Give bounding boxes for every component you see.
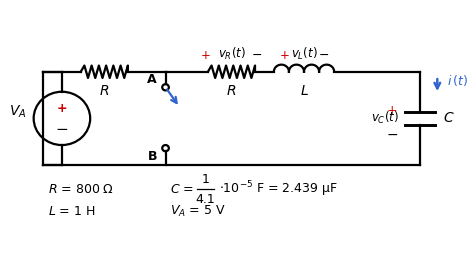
Text: 4.1: 4.1 — [196, 193, 216, 206]
Text: +: + — [279, 49, 289, 62]
Text: $\it{R}$ = 800 Ω: $\it{R}$ = 800 Ω — [48, 183, 114, 196]
Text: B: B — [147, 150, 157, 163]
Text: −: − — [319, 49, 329, 62]
Text: $\it{R}$: $\it{R}$ — [226, 84, 237, 98]
Text: $\it{v}_R\mathit{(t)}$: $\it{v}_R\mathit{(t)}$ — [218, 46, 246, 62]
Text: $\it{v}_L\mathit{(t)}$: $\it{v}_L\mathit{(t)}$ — [291, 46, 318, 62]
Text: A: A — [147, 73, 157, 86]
Text: +: + — [201, 49, 210, 62]
Text: $\it{i}\,\mathit{(t)}$: $\it{i}\,\mathit{(t)}$ — [447, 73, 468, 88]
Text: $\it{V}_A$: $\it{V}_A$ — [9, 104, 27, 120]
Text: $\it{V}_A$ = 5 V: $\it{V}_A$ = 5 V — [170, 204, 226, 219]
Text: 1: 1 — [201, 173, 210, 186]
Text: $\it{R}$: $\it{R}$ — [99, 84, 109, 98]
Text: $\it{C}$: $\it{C}$ — [443, 111, 455, 125]
Text: −: − — [252, 49, 263, 62]
Text: +: + — [56, 102, 67, 115]
Text: +: + — [387, 104, 398, 117]
Text: −: − — [386, 128, 398, 142]
Text: −: − — [55, 122, 68, 137]
Text: $\it{L}$: $\it{L}$ — [300, 84, 309, 98]
Text: $\it{v}_C\mathit{(t)}$: $\it{v}_C\mathit{(t)}$ — [371, 110, 399, 126]
Text: $\it{L}$ = 1 H: $\it{L}$ = 1 H — [48, 205, 95, 218]
Text: $\cdot$10$^{-5}$ F = 2.439 μF: $\cdot$10$^{-5}$ F = 2.439 μF — [219, 180, 338, 199]
Text: $\it{C}$ =: $\it{C}$ = — [170, 183, 194, 196]
